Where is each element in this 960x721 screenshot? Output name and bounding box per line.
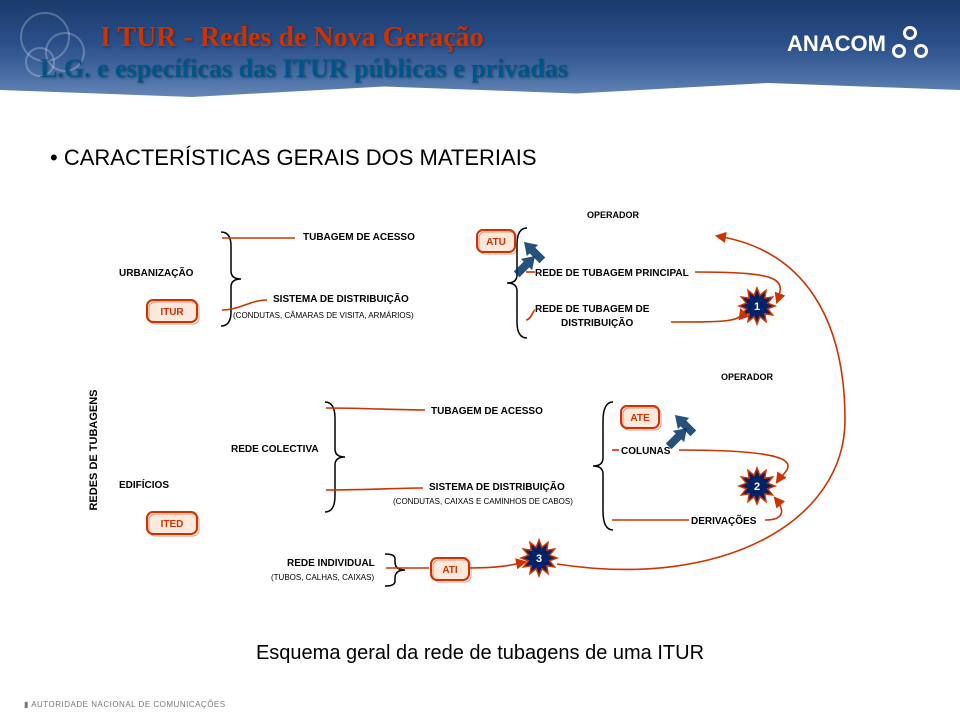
star-label-s1: 1 bbox=[754, 301, 760, 313]
label-sist_dist2_a: SISTEMA DE DISTRIBUIÇÃO bbox=[429, 480, 565, 493]
label-op1: OPERADOR bbox=[587, 210, 640, 220]
pill-label-ati: ATI bbox=[442, 565, 458, 576]
label-rede_tub_d2: DISTRIBUIÇÃO bbox=[561, 316, 633, 329]
brace-b_ind bbox=[385, 554, 405, 586]
star-label-s3: 3 bbox=[536, 553, 542, 565]
pill-label-atu: ATU bbox=[486, 237, 506, 248]
label-sist_dist1_b: (CONDUTAS, CÂMARAS DE VISITA, ARMÁRIOS) bbox=[233, 311, 414, 320]
brand-logo: ANACOM bbox=[787, 26, 928, 62]
footer-authority: ▮ AUTORIDADE NACIONAL DE COMUNICAÇÕES bbox=[24, 700, 226, 709]
diagram-svg: REDES DE TUBAGENS URBANIZAÇÃO EDIFÍCIOS ITU… bbox=[85, 190, 875, 620]
brace-b_colunas bbox=[593, 402, 613, 530]
slide-title-main: I TUR - Redes de Nova Geração bbox=[100, 22, 484, 54]
group-urban: URBANIZAÇÃO bbox=[119, 266, 194, 279]
pill-label-ited: ITED bbox=[161, 519, 184, 530]
label-colunas: COLUNAS bbox=[621, 446, 671, 457]
body-bullet: • CARACTERÍSTICAS GERAIS DOS MATERIAIS bbox=[50, 145, 537, 171]
edge-e_s3 bbox=[469, 562, 525, 568]
label-tub_acesso2: TUBAGEM DE ACESSO bbox=[431, 406, 543, 417]
label-tub_acesso1: TUBAGEM DE ACESSO bbox=[303, 232, 415, 243]
label-rede_ind_a: REDE INDIVIDUAL bbox=[287, 558, 375, 569]
label-sist_dist1_a: SISTEMA DE DISTRIBUIÇÃO bbox=[273, 292, 409, 305]
pill-label-itur: ITUR bbox=[160, 307, 184, 318]
label-derivacoes: DERIVAÇÕES bbox=[691, 514, 757, 527]
label-sist_dist2_b: (CONDUTAS, CAIXAS E CAMINHOS DE CABOS) bbox=[393, 497, 573, 506]
group-edif: EDIFÍCIOS bbox=[119, 478, 169, 491]
edge-e_princ_d bbox=[526, 310, 535, 320]
edge-e_s1b bbox=[671, 310, 741, 322]
diagram-caption: Esquema geral da rede de tubagens de uma… bbox=[0, 642, 960, 665]
edge-e_col_ta bbox=[326, 408, 425, 410]
star-label-s2: 2 bbox=[754, 481, 760, 493]
vertical-axis-label: REDES DE TUBAGENS bbox=[88, 389, 100, 510]
edge-e_urb_sd bbox=[222, 300, 267, 310]
edge-e_col_sd bbox=[326, 488, 423, 490]
label-rede_ind_b: (TUBOS, CALHAS, CAIXAS) bbox=[271, 573, 374, 582]
label-rede_tub_d1: REDE DE TUBAGEM DE bbox=[535, 304, 650, 315]
brand-name: ANACOM bbox=[787, 31, 886, 57]
label-rede_tub_p: REDE DE TUBAGEM PRINCIPAL bbox=[535, 268, 689, 279]
edge-e_s2b bbox=[765, 498, 782, 520]
label-rede_col: REDE COLECTIVA bbox=[231, 444, 319, 455]
pill-label-ate: ATE bbox=[630, 413, 650, 424]
label-op2: OPERADOR bbox=[721, 372, 774, 382]
brand-mark-icon bbox=[892, 26, 928, 62]
brace-b_col bbox=[325, 402, 345, 512]
slide-title-sub: L.G. e específicas das ITUR públicas e p… bbox=[40, 54, 660, 84]
